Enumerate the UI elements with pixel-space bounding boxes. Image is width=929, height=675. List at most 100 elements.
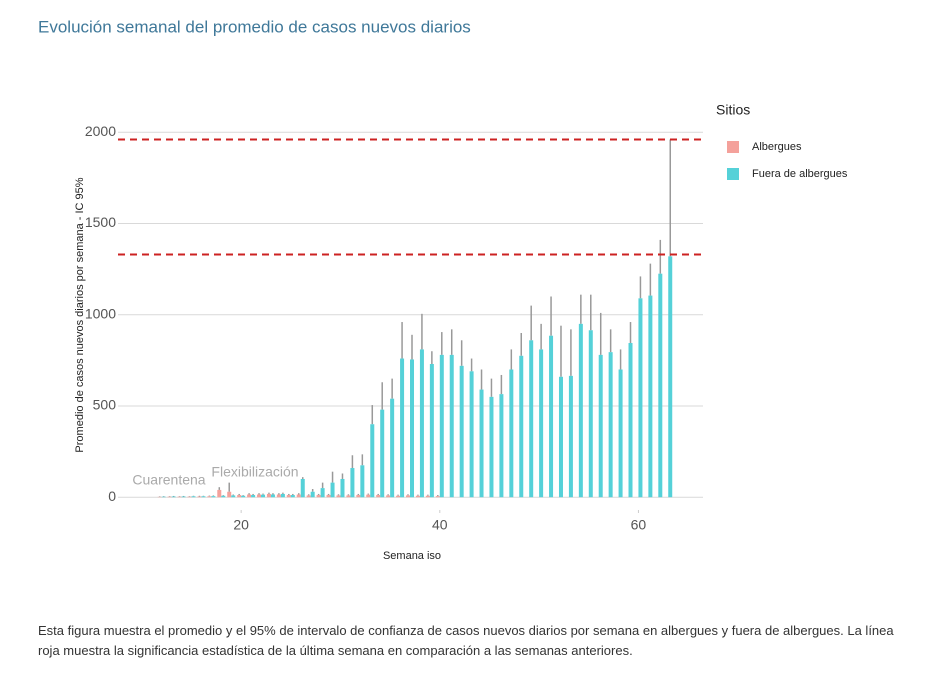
bar bbox=[217, 489, 222, 498]
y-tick-label: 0 bbox=[108, 488, 116, 504]
y-tick-label: 2000 bbox=[85, 123, 116, 139]
bar bbox=[340, 478, 345, 498]
bar bbox=[578, 323, 583, 498]
bar bbox=[320, 488, 325, 498]
bar bbox=[449, 354, 454, 498]
y-tick-label: 500 bbox=[93, 397, 117, 413]
bar bbox=[435, 496, 440, 498]
bar bbox=[568, 375, 573, 498]
caption: Esta figura muestra el promedio y el 95%… bbox=[38, 623, 894, 658]
bar bbox=[406, 495, 411, 498]
bar bbox=[439, 354, 444, 498]
bar bbox=[419, 349, 424, 498]
bar bbox=[167, 496, 172, 498]
bar bbox=[410, 359, 415, 498]
bar bbox=[618, 369, 623, 498]
bar bbox=[400, 358, 405, 498]
bar bbox=[247, 494, 252, 498]
bar bbox=[171, 496, 176, 498]
bar bbox=[539, 349, 544, 498]
bar bbox=[310, 491, 315, 498]
bar bbox=[296, 494, 301, 498]
bar bbox=[350, 468, 355, 498]
bar bbox=[509, 369, 514, 498]
chart: Evolución semanal del promedio de casos … bbox=[38, 17, 848, 562]
bar bbox=[519, 355, 524, 498]
y-tick-label: 1000 bbox=[85, 305, 116, 321]
bar bbox=[380, 409, 385, 498]
legend-title: Sitios bbox=[716, 102, 750, 118]
bar bbox=[191, 496, 196, 498]
bar bbox=[648, 295, 653, 498]
y-axis-label: Promedio de casos nuevos diarios por sem… bbox=[74, 177, 86, 452]
bar bbox=[237, 495, 242, 498]
bar bbox=[346, 495, 351, 498]
legend-swatch bbox=[727, 168, 739, 180]
legend-swatch bbox=[727, 141, 739, 153]
bar bbox=[376, 495, 381, 498]
bar bbox=[257, 494, 262, 498]
bar bbox=[290, 495, 295, 498]
bar bbox=[187, 496, 192, 498]
bar bbox=[356, 495, 361, 498]
bar bbox=[429, 364, 434, 498]
bar bbox=[489, 396, 494, 498]
bar bbox=[628, 343, 633, 498]
bar bbox=[336, 495, 341, 498]
bar bbox=[608, 352, 613, 498]
bar bbox=[300, 478, 305, 498]
bar bbox=[316, 495, 321, 498]
bar bbox=[330, 482, 335, 498]
bar bbox=[280, 493, 285, 498]
bar bbox=[241, 495, 246, 498]
legend-label: Fuera de albergues bbox=[752, 168, 848, 180]
bar bbox=[197, 496, 202, 498]
bar bbox=[598, 354, 603, 498]
bar bbox=[306, 495, 311, 498]
bar bbox=[558, 376, 563, 498]
bar bbox=[211, 496, 216, 498]
bar bbox=[181, 496, 186, 498]
bar bbox=[499, 394, 504, 498]
x-axis-label: Semana iso bbox=[383, 550, 441, 562]
y-tick-label: 1500 bbox=[85, 214, 116, 230]
bar bbox=[549, 335, 554, 498]
bar bbox=[231, 495, 236, 498]
bar bbox=[251, 495, 256, 498]
bar bbox=[668, 256, 673, 498]
bar bbox=[177, 496, 182, 498]
bar bbox=[386, 495, 391, 498]
annotation: Cuarentena bbox=[132, 472, 205, 488]
bar bbox=[390, 398, 395, 498]
bar bbox=[286, 495, 291, 498]
bar bbox=[459, 365, 464, 498]
x-tick-label: 20 bbox=[233, 517, 249, 533]
bar bbox=[425, 495, 430, 498]
chart-title: Evolución semanal del promedio de casos … bbox=[38, 17, 471, 36]
bar bbox=[469, 371, 474, 498]
bar bbox=[479, 389, 484, 498]
bar bbox=[638, 298, 643, 498]
x-tick-label: 40 bbox=[432, 517, 448, 533]
legend-label: Albergues bbox=[752, 141, 802, 153]
annotation: Flexibilización bbox=[211, 464, 298, 480]
bar bbox=[207, 496, 212, 498]
bar bbox=[266, 493, 271, 498]
bar bbox=[221, 495, 226, 498]
bar bbox=[360, 465, 365, 498]
bar bbox=[227, 491, 232, 498]
bar bbox=[415, 495, 420, 498]
bar bbox=[270, 494, 275, 498]
x-tick-label: 60 bbox=[631, 517, 647, 533]
bar bbox=[370, 424, 375, 498]
bar bbox=[588, 330, 593, 498]
bar bbox=[658, 273, 663, 498]
bar bbox=[529, 340, 534, 498]
bar bbox=[261, 494, 266, 498]
bar bbox=[326, 495, 331, 498]
bar bbox=[396, 495, 401, 498]
bar bbox=[276, 494, 281, 498]
bar bbox=[161, 496, 166, 498]
bar bbox=[366, 494, 371, 498]
